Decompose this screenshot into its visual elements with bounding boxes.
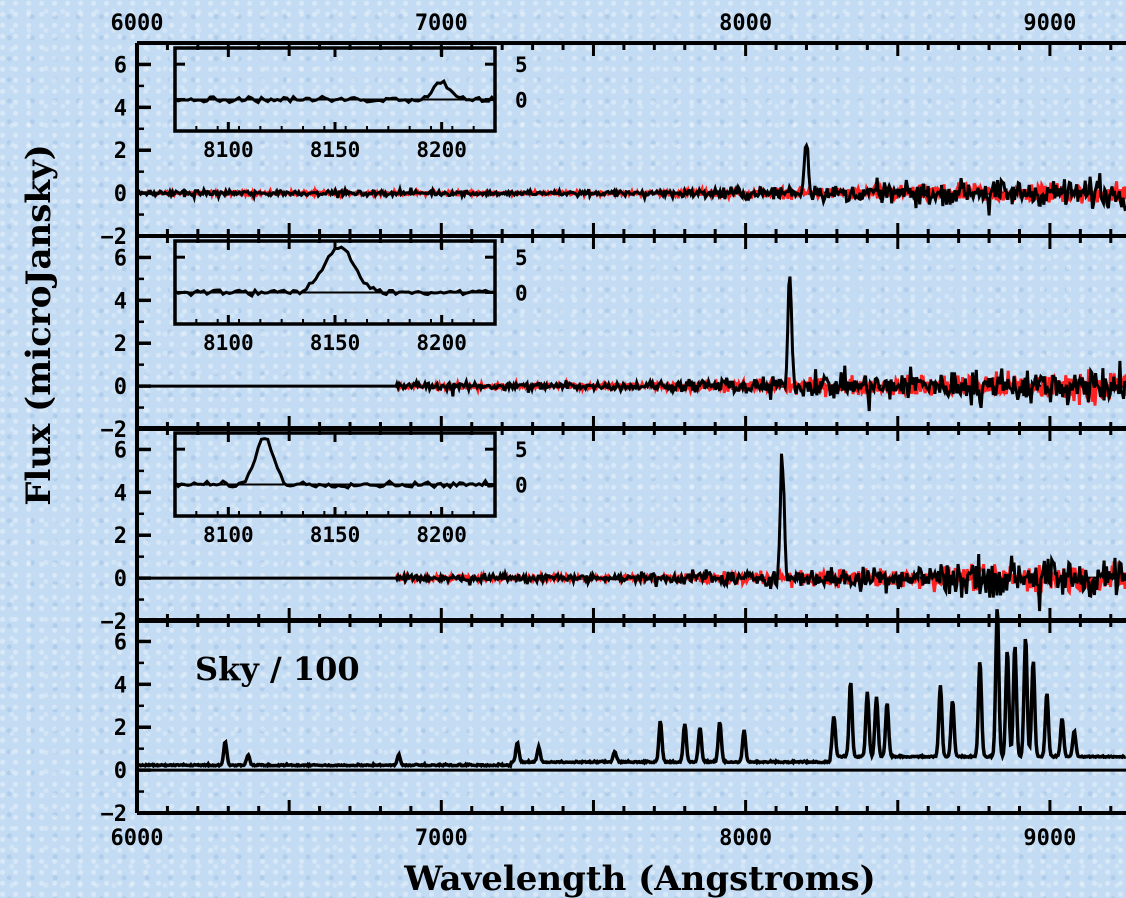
- y-tick-label: 4: [114, 673, 127, 698]
- y-tick-label: 2: [114, 524, 127, 549]
- inset-x-tick-label: 8100: [203, 331, 254, 355]
- x-tick-label-bottom: 6000: [111, 826, 164, 851]
- flux-spectrum-line: [136, 141, 1126, 216]
- inset-x-tick-label: 8200: [416, 138, 467, 162]
- inset-x-tick-label: 8200: [416, 331, 467, 355]
- y-tick-label: 2: [114, 332, 127, 357]
- x-tick-label-bottom: 7000: [415, 826, 468, 851]
- y-tick-label: 0: [114, 375, 127, 400]
- inset-x-tick-label: 8150: [310, 523, 361, 547]
- y-tick-label: 4: [114, 481, 127, 506]
- x-axis-title: Wavelength (Angstroms): [403, 859, 876, 898]
- flux-spectrum-line: [394, 453, 1126, 612]
- sky-spectrum-line: [136, 609, 1126, 769]
- inset-y-tick-label: 0: [515, 88, 528, 112]
- flux-spectrum-line: [394, 276, 1126, 412]
- y-tick-label: 0: [114, 759, 127, 784]
- y-tick-label: −2: [101, 610, 128, 635]
- inset-spectrum-line: [174, 245, 496, 298]
- x-tick-label-top: 8000: [719, 11, 772, 36]
- y-tick-label: 6: [114, 438, 127, 463]
- panel-4: Sky / 100 −2 0 2 4 6: [101, 609, 1126, 827]
- inset-frame: [173, 239, 497, 326]
- inset-2: 8100 8150 8200 5 0: [173, 239, 528, 355]
- y-tick-label: 0: [114, 182, 127, 207]
- panel-1: 8100 8150 8200 5 0 −2 0 2 4 6: [101, 41, 1126, 250]
- y-tick-label: 4: [114, 96, 127, 121]
- inset-x-tick-label: 8150: [310, 138, 361, 162]
- x-tick-label-top: 9000: [1023, 11, 1076, 36]
- sky-annotation: Sky / 100: [195, 650, 360, 688]
- x-tick-label-bottom: 9000: [1023, 826, 1076, 851]
- inset-1: 8100 8150 8200 5 0: [173, 46, 528, 162]
- y-tick-label: 6: [114, 630, 127, 655]
- inset-x-tick-label: 8100: [203, 138, 254, 162]
- y-tick-label: 6: [114, 53, 127, 78]
- inset-x-tick-label: 8200: [416, 523, 467, 547]
- y-tick-label: −2: [101, 418, 128, 443]
- y-tick-label: −2: [101, 802, 128, 827]
- inset-y-tick-label: 0: [515, 281, 528, 305]
- inset-y-tick-label: 5: [515, 53, 528, 77]
- x-tick-label-top: 6000: [111, 11, 164, 36]
- y-tick-label: 0: [114, 567, 127, 592]
- inset-y-tick-label: 0: [515, 473, 528, 497]
- inset-x-tick-label: 8150: [310, 331, 361, 355]
- inset-spectrum-line: [173, 437, 496, 490]
- panel-3: 8100 8150 8200 5 0 −2 0 2 4 6: [101, 426, 1126, 635]
- inset-y-tick-label: 5: [515, 438, 528, 462]
- inset-spectrum-line: [174, 78, 497, 105]
- y-tick-label: −2: [101, 225, 128, 250]
- inset-frame: [173, 431, 497, 518]
- plot-area: 8100 8150 8200 5 0 −2 0 2 4 6 8100 8150 8200 5 0 −2 0 2 4 6…: [101, 11, 1126, 851]
- inset-y-tick-label: 5: [515, 246, 528, 270]
- x-tick-label-top: 7000: [415, 11, 468, 36]
- y-tick-label: 6: [114, 246, 127, 271]
- y-tick-label: 4: [114, 289, 127, 314]
- x-tick-label-bottom: 8000: [719, 826, 772, 851]
- inset-x-tick-label: 8100: [203, 523, 254, 547]
- inset-3: 8100 8150 8200 5 0: [173, 431, 528, 547]
- y-axis-title: Flux (microJansky): [19, 144, 59, 506]
- panel-2: 8100 8150 8200 5 0 −2 0 2 4 6: [101, 234, 1126, 443]
- y-tick-label: 2: [114, 139, 127, 164]
- y-tick-label: 2: [114, 716, 127, 741]
